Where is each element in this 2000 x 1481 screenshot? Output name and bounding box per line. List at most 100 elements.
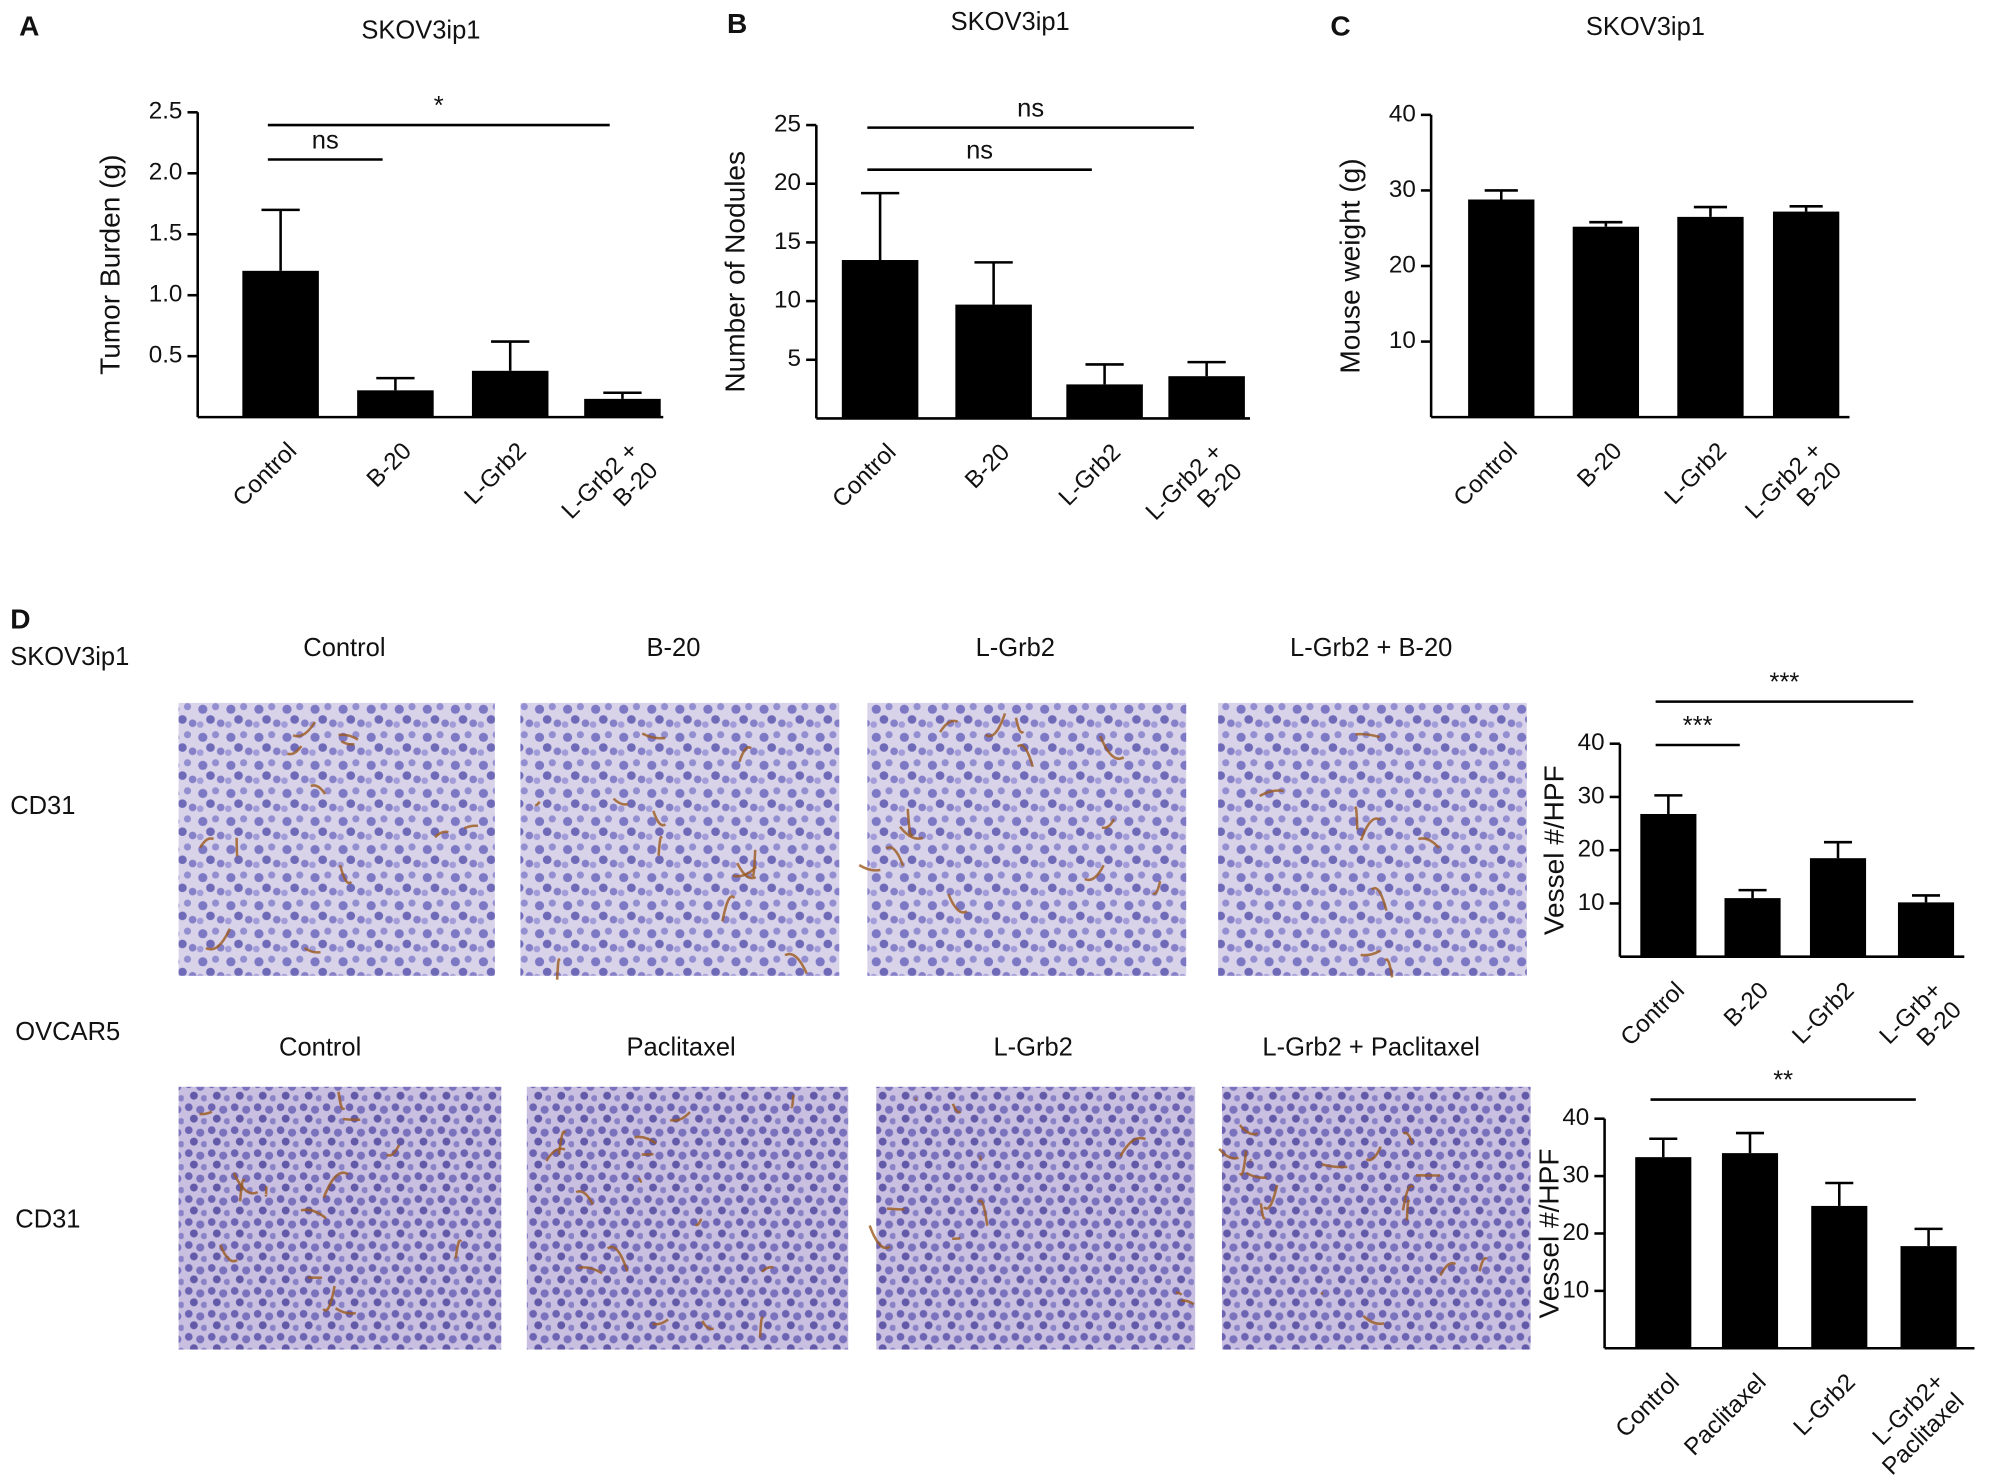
y-tick-label: 30 bbox=[1389, 176, 1416, 203]
bar bbox=[1572, 226, 1640, 418]
micrographs: SKOV3ip1 CD31 Control B-20 L-Grb2 L-Grb2 + B-… bbox=[10, 634, 1531, 1350]
micrograph-title: L-Grb2 bbox=[993, 1033, 1072, 1061]
error-bar bbox=[376, 376, 415, 391]
vessel-stain bbox=[1098, 735, 1125, 760]
vessel-stain bbox=[1417, 837, 1441, 849]
bar bbox=[841, 260, 919, 419]
vessel-stain bbox=[322, 1285, 336, 1312]
vessel-stain bbox=[938, 719, 959, 733]
y-axis-label: Vessel #/HPF bbox=[1533, 1149, 1564, 1319]
vessel-stain bbox=[751, 849, 757, 877]
significance-label: * bbox=[434, 92, 444, 120]
chart-title: SKOV3ip1 bbox=[1586, 13, 1705, 41]
vessel-stain bbox=[545, 1147, 566, 1162]
y-tick-label: 20 bbox=[774, 169, 801, 196]
bar bbox=[1811, 1205, 1868, 1349]
vessel-stain bbox=[885, 846, 905, 867]
bar bbox=[584, 398, 661, 418]
vessel-stain bbox=[637, 1177, 643, 1184]
vessel-stain bbox=[454, 1239, 463, 1259]
vessel-stain bbox=[198, 837, 215, 849]
vessel-stain bbox=[858, 864, 881, 872]
vessel-stain bbox=[738, 746, 752, 763]
bar bbox=[1066, 384, 1143, 419]
error-bar bbox=[1654, 794, 1683, 814]
error-bar bbox=[1649, 1137, 1678, 1158]
y-axis-label: Mouse weight (g) bbox=[1334, 158, 1365, 373]
micrograph bbox=[526, 1086, 849, 1350]
panel-label: A bbox=[19, 11, 39, 42]
vessel-stain bbox=[338, 733, 359, 741]
vessel-stain bbox=[1218, 1148, 1239, 1160]
error-bar bbox=[860, 191, 900, 261]
vessel-stain bbox=[652, 810, 667, 827]
vessel-stain bbox=[264, 1186, 268, 1197]
panel-label: D bbox=[10, 604, 30, 635]
x-tick-label: L-Grb2 +B-20 bbox=[1740, 437, 1847, 544]
vessel-stain bbox=[652, 1318, 669, 1326]
vessel-stain bbox=[555, 958, 561, 980]
stain-label: CD31 bbox=[15, 1205, 80, 1233]
y-tick-label: 40 bbox=[1389, 100, 1416, 127]
stain-label: CD31 bbox=[10, 792, 75, 820]
micrograph bbox=[178, 1086, 502, 1350]
vessel-stain bbox=[342, 1117, 361, 1122]
bar bbox=[1468, 199, 1535, 418]
vessel-stain bbox=[578, 1266, 603, 1275]
x-tick-label: L-Grb+B-20 bbox=[1875, 977, 1968, 1070]
micrograph bbox=[876, 1086, 1196, 1350]
x-tick-label: L-Grb2 bbox=[1660, 437, 1732, 509]
y-tick-label: 30 bbox=[1578, 782, 1605, 809]
vessel-stain bbox=[334, 1307, 356, 1315]
error-bar bbox=[1738, 888, 1767, 899]
error-bar bbox=[1823, 840, 1853, 859]
x-tick-label: Control bbox=[827, 439, 901, 513]
vessel-stain bbox=[463, 824, 479, 830]
vessel-stain bbox=[1384, 958, 1394, 978]
y-tick-label: 40 bbox=[1562, 1104, 1589, 1131]
y-tick-label: 40 bbox=[1578, 729, 1605, 756]
vessel-stain bbox=[310, 784, 327, 795]
bar bbox=[357, 390, 434, 418]
vessel-stain bbox=[898, 825, 924, 840]
vessel-stain bbox=[322, 1171, 349, 1199]
bar bbox=[1809, 858, 1867, 957]
vessel-stain bbox=[1355, 732, 1381, 739]
bar bbox=[955, 304, 1032, 419]
vessel-stain bbox=[1478, 1256, 1488, 1272]
vessel-stain bbox=[286, 745, 303, 756]
y-tick-label: 25 bbox=[774, 110, 801, 137]
vessel-stain bbox=[886, 1207, 905, 1211]
error-bar bbox=[261, 208, 300, 271]
micrograph-title: L-Grb2 bbox=[976, 634, 1055, 662]
vessel-stain bbox=[1360, 949, 1382, 957]
y-tick-label: 10 bbox=[1578, 889, 1605, 916]
vessel-stain bbox=[669, 1111, 691, 1122]
error-bar bbox=[1589, 220, 1623, 227]
vessel-stain bbox=[575, 1190, 594, 1206]
vessel-stain bbox=[340, 740, 355, 746]
y-axis-label: Number of Nodules bbox=[720, 151, 751, 393]
x-tick-label: L-Grb2 bbox=[1788, 1369, 1860, 1441]
bar bbox=[1724, 898, 1781, 957]
micrograph-title: Control bbox=[303, 634, 385, 662]
vessel-stain bbox=[1238, 1150, 1248, 1176]
vessel-stain bbox=[300, 1208, 327, 1220]
y-tick-label: 1.0 bbox=[149, 281, 183, 308]
cell-line-label: OVCAR5 bbox=[15, 1018, 120, 1046]
vessel-stain bbox=[1101, 818, 1116, 830]
vessel-stain bbox=[657, 835, 663, 856]
chart-title: SKOV3ip1 bbox=[361, 17, 480, 45]
vessel-stain bbox=[906, 808, 914, 837]
error-bar bbox=[1911, 894, 1941, 903]
micrograph bbox=[520, 702, 840, 976]
vessel-stain bbox=[235, 837, 239, 857]
bar bbox=[1897, 902, 1955, 957]
micrograph bbox=[178, 702, 495, 976]
bar bbox=[1900, 1246, 1957, 1349]
vessel-stain bbox=[434, 830, 449, 839]
y-tick-label: 20 bbox=[1578, 836, 1605, 863]
chart-title: SKOV3ip1 bbox=[951, 8, 1070, 36]
significance-label: ** bbox=[1773, 1066, 1793, 1094]
